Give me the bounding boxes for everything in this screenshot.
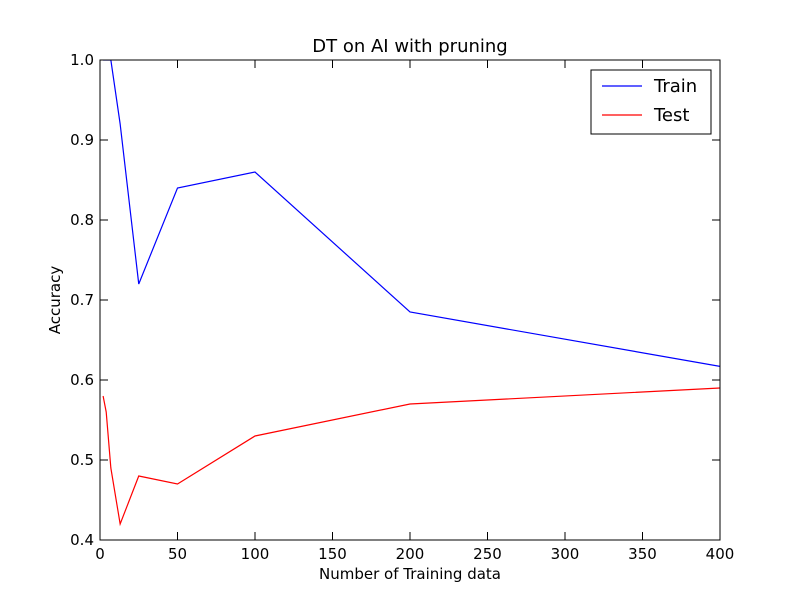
x-tick-label: 150: [318, 545, 347, 563]
x-tick-label: 200: [396, 545, 425, 563]
series-line-test: [102, 387, 720, 527]
series-line-train: [103, 60, 720, 367]
y-tick-label: 0.4: [70, 531, 94, 549]
x-tick-label: 250: [473, 545, 502, 563]
x-axis-label: Number of Training data: [319, 565, 501, 583]
chart-title: DT on AI with pruning: [312, 36, 507, 57]
x-tick-label: 100: [241, 545, 270, 563]
legend-label-train: Train: [653, 76, 697, 97]
legend-box: [590, 69, 712, 135]
y-tick-label: 1.0: [70, 51, 94, 69]
legend-label-test: Test: [653, 105, 689, 126]
y-tick-label: 0.9: [70, 131, 94, 149]
y-tick-label: 0.8: [70, 211, 94, 229]
x-tick-label: 0: [95, 545, 105, 563]
x-tick-label: 400: [706, 545, 735, 563]
y-tick-label: 0.5: [70, 451, 94, 469]
y-axis-label: Accuracy: [46, 266, 64, 335]
x-tick-label: 350: [628, 545, 657, 563]
y-tick-label: 0.7: [70, 291, 94, 309]
x-tick-label: 50: [168, 545, 187, 563]
x-tick-label: 300: [551, 545, 580, 563]
y-tick-label: 0.6: [70, 371, 94, 389]
